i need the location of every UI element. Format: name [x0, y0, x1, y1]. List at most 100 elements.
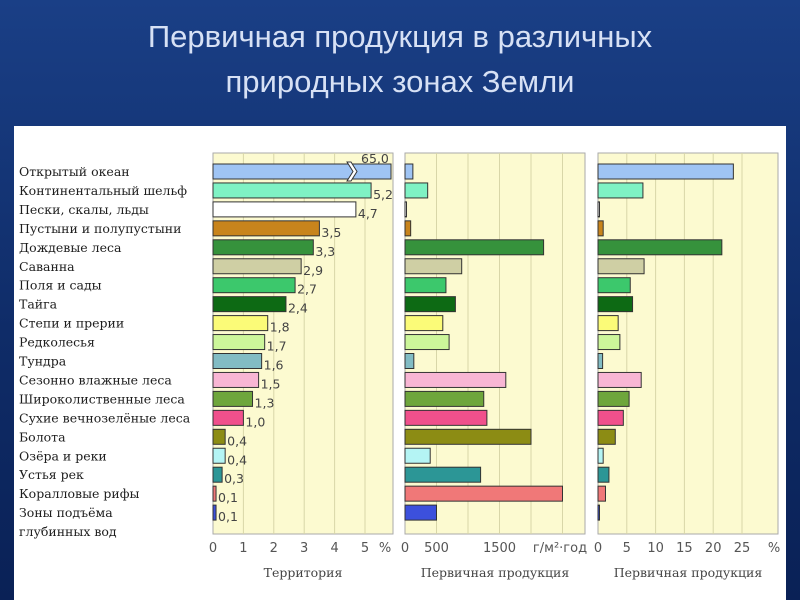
tick-label: 1 — [239, 541, 247, 556]
bar — [212, 182, 372, 199]
tick-label: 500 — [424, 541, 449, 556]
productivity-chart: Открытый океан Континентальный шельф Пески… — [19, 151, 780, 580]
tick-label: 5 — [361, 541, 369, 556]
bar — [597, 390, 630, 407]
bar — [404, 447, 431, 464]
value-label: 0,4 — [227, 452, 247, 467]
value-label: 2,7 — [297, 282, 317, 297]
value-label: 2,9 — [303, 263, 323, 278]
bar — [404, 371, 507, 388]
title-line-2: природных зонах Земли — [225, 64, 575, 99]
category-label: Сухие вечнозелёные леса — [19, 410, 191, 425]
bar — [597, 409, 624, 426]
bar — [597, 163, 734, 180]
bar — [212, 371, 260, 388]
bar — [404, 390, 485, 407]
value-label: 5,2 — [373, 187, 393, 202]
bar — [212, 239, 314, 256]
value-label: 65,0 — [361, 151, 389, 166]
category-label: Устья рек — [19, 467, 84, 482]
tick-label: 25 — [734, 541, 751, 556]
tick-label: 10 — [647, 541, 664, 556]
tick-label: 0 — [594, 541, 602, 556]
bar — [597, 428, 616, 445]
bar — [597, 485, 606, 502]
value-label: 4,7 — [358, 206, 378, 221]
bar — [597, 466, 610, 483]
bar — [597, 447, 604, 464]
chart-panel: Открытый океан Континентальный шельф Пески… — [14, 126, 786, 600]
tick-label: 2 — [270, 541, 278, 556]
category-label: Континентальный шельф — [19, 183, 187, 198]
value-label: 2,4 — [288, 301, 308, 316]
bar — [212, 428, 226, 445]
bar — [404, 466, 482, 483]
bar — [212, 163, 392, 180]
tick-label: 5 — [623, 541, 631, 556]
value-label: 1,3 — [255, 395, 275, 410]
category-label: Коралловые рифы — [19, 486, 140, 501]
bar — [212, 258, 302, 275]
bar — [404, 315, 444, 332]
tick-label: 15 — [676, 541, 693, 556]
category-label: Тайга — [19, 297, 58, 312]
axis-title: Первичная продукция — [421, 565, 570, 580]
bar — [597, 239, 723, 256]
bar — [212, 296, 287, 313]
bar — [404, 409, 488, 426]
value-label: 0,1 — [218, 509, 238, 524]
page-title: Первичная продукция в различных природны… — [0, 14, 800, 104]
bar — [404, 277, 447, 294]
value-label: 0,4 — [227, 433, 247, 448]
bar — [404, 163, 414, 180]
bar — [212, 447, 226, 464]
bar — [212, 485, 217, 502]
bar — [212, 277, 296, 294]
bar — [212, 409, 244, 426]
bar — [212, 466, 223, 483]
bar — [597, 296, 634, 313]
bar — [597, 504, 600, 521]
value-label: 1,7 — [267, 339, 287, 354]
bar — [597, 258, 645, 275]
category-label: Тундра — [19, 354, 67, 369]
tick-label: 3 — [300, 541, 308, 556]
bar-break — [346, 161, 358, 182]
category-label: глубинных вод — [19, 524, 117, 539]
bar — [212, 315, 269, 332]
category-label: Степи и прерии — [19, 316, 124, 331]
category-label: Открытый океан — [19, 164, 130, 179]
bar — [404, 334, 450, 351]
bar — [597, 201, 600, 218]
bar — [404, 353, 415, 369]
tick-label: 1500 — [483, 541, 516, 556]
bar — [212, 504, 217, 521]
value-label: 0,3 — [224, 471, 244, 486]
value-label: 3,3 — [315, 244, 335, 259]
bar — [404, 296, 456, 313]
category-label: Саванна — [19, 259, 75, 274]
value-label: 1,6 — [264, 358, 284, 373]
value-label: 0,1 — [218, 490, 238, 505]
category-label: Дождевые леса — [19, 240, 122, 255]
value-label: 1,5 — [261, 376, 281, 391]
category-label: Сезонно влажные леса — [19, 372, 172, 387]
category-label: Зоны подъёма — [19, 505, 113, 520]
bar — [404, 201, 407, 218]
bar — [404, 485, 563, 502]
bar — [404, 504, 437, 521]
bar — [212, 220, 320, 237]
unit-label: % — [379, 541, 391, 556]
bar — [597, 220, 604, 237]
bar — [404, 220, 412, 237]
bar — [212, 201, 357, 218]
bar — [212, 334, 266, 351]
unit-label: г/м²·год — [533, 541, 587, 556]
category-label: Пески, скалы, льды — [19, 202, 149, 217]
category-label: Озёра и реки — [19, 448, 107, 463]
bar — [597, 371, 642, 388]
tick-label: 20 — [705, 541, 722, 556]
value-label: 3,5 — [321, 225, 341, 240]
bar — [597, 277, 631, 294]
category-label: Пустыни и полупустыни — [19, 221, 181, 236]
